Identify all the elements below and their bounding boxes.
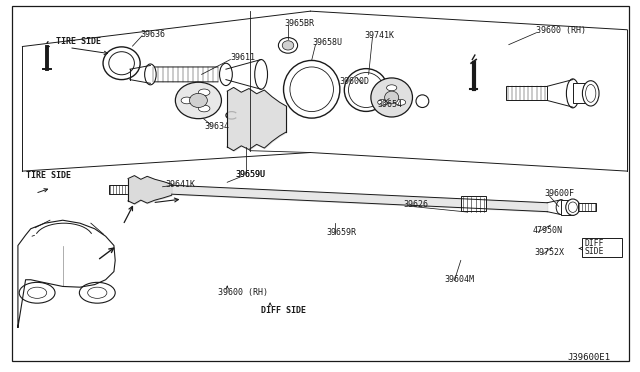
Ellipse shape — [385, 91, 399, 104]
Text: 39752X: 39752X — [534, 248, 564, 257]
Bar — [109, 185, 128, 194]
Text: TIRE SIDE: TIRE SIDE — [56, 37, 101, 46]
Text: 39600 (RH): 39600 (RH) — [536, 26, 586, 35]
Text: 47950N: 47950N — [532, 226, 563, 235]
Text: 39659U: 39659U — [236, 170, 266, 179]
Circle shape — [88, 287, 107, 298]
Ellipse shape — [255, 60, 268, 89]
FancyArrowPatch shape — [47, 42, 48, 43]
Bar — [461, 196, 486, 211]
Ellipse shape — [371, 78, 413, 117]
Circle shape — [387, 85, 397, 91]
Text: DIFF SIDE: DIFF SIDE — [261, 306, 306, 315]
Bar — [506, 86, 547, 100]
Bar — [578, 203, 596, 211]
Circle shape — [28, 287, 47, 298]
Ellipse shape — [566, 199, 580, 215]
Text: 39604M: 39604M — [445, 275, 475, 283]
Circle shape — [378, 99, 388, 105]
Ellipse shape — [278, 38, 298, 53]
Ellipse shape — [282, 41, 294, 50]
Ellipse shape — [361, 74, 371, 82]
Text: 39636: 39636 — [141, 30, 166, 39]
Text: J39600E1: J39600E1 — [567, 353, 610, 362]
Text: TIRE SIDE: TIRE SIDE — [26, 171, 70, 180]
Ellipse shape — [290, 67, 333, 112]
Ellipse shape — [582, 81, 599, 106]
Ellipse shape — [556, 200, 566, 215]
Ellipse shape — [344, 69, 388, 112]
Ellipse shape — [348, 73, 384, 108]
Circle shape — [198, 89, 210, 96]
Text: 39741K: 39741K — [365, 31, 395, 40]
Text: 39626: 39626 — [403, 200, 428, 209]
Ellipse shape — [566, 79, 579, 108]
Circle shape — [198, 105, 210, 112]
Ellipse shape — [416, 95, 429, 108]
Text: 3965BR: 3965BR — [285, 19, 315, 28]
Ellipse shape — [568, 202, 577, 212]
Text: 39658U: 39658U — [312, 38, 342, 47]
Text: 39600D: 39600D — [339, 77, 369, 86]
Bar — [582, 238, 622, 257]
Circle shape — [396, 99, 406, 105]
Circle shape — [181, 97, 193, 104]
Text: 39600F: 39600F — [544, 189, 574, 198]
Text: 39659U: 39659U — [236, 170, 266, 179]
Circle shape — [79, 282, 115, 303]
Text: 39654: 39654 — [378, 100, 403, 109]
Text: 39600 (RH): 39600 (RH) — [218, 288, 268, 296]
Text: 39659R: 39659R — [326, 228, 356, 237]
Ellipse shape — [189, 93, 207, 108]
Text: DIFF: DIFF — [584, 239, 604, 248]
FancyArrowPatch shape — [32, 235, 35, 236]
Ellipse shape — [103, 47, 140, 80]
Bar — [573, 83, 586, 103]
Text: 39611: 39611 — [230, 53, 255, 62]
Ellipse shape — [175, 82, 221, 119]
Ellipse shape — [109, 52, 134, 75]
Text: 39634: 39634 — [205, 122, 230, 131]
Ellipse shape — [220, 63, 232, 86]
Ellipse shape — [284, 61, 340, 118]
Text: 39641K: 39641K — [165, 180, 195, 189]
Ellipse shape — [145, 64, 156, 85]
Text: SIDE: SIDE — [584, 247, 604, 256]
Ellipse shape — [586, 84, 596, 102]
Bar — [561, 200, 573, 215]
Circle shape — [19, 282, 55, 303]
